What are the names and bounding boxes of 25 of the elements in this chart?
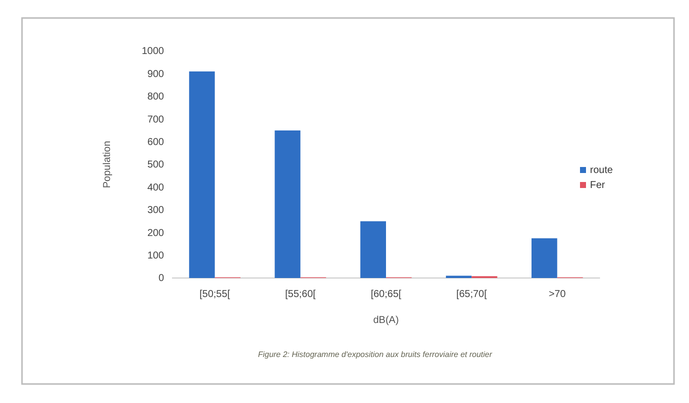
y-tick-label: 400	[147, 182, 164, 194]
legend-label: route	[590, 165, 614, 176]
bar	[189, 71, 215, 278]
bar	[274, 130, 300, 278]
y-tick-label: 300	[147, 205, 164, 216]
y-tick-label: 800	[147, 92, 164, 103]
y-tick-label: 600	[147, 137, 164, 148]
y-tick-label: 900	[147, 68, 164, 80]
y-tick-label: 700	[147, 114, 164, 126]
y-tick-label: 1000	[142, 46, 164, 58]
y-tick-label: 100	[147, 250, 164, 262]
y-axis-title: Population	[102, 140, 113, 188]
bar	[532, 238, 558, 278]
x-tick-label: [60;65[	[370, 289, 402, 300]
y-tick-label: 500	[147, 160, 164, 171]
x-tick-label: [65;70[	[456, 289, 488, 300]
x-tick-label: [50;55[	[200, 289, 230, 300]
caption: Figure 2: Histogramme d'exposition aux bruits ferroviaire et routier	[258, 350, 492, 359]
bar	[360, 221, 386, 278]
x-tick-label: >70	[548, 289, 566, 300]
y-tick-label: 200	[147, 228, 164, 239]
y-tick-label: 0	[158, 273, 164, 284]
legend-label: Fer	[590, 180, 606, 191]
x-axis-title: dB(A)	[373, 315, 399, 326]
x-tick-label: [55;60[	[285, 289, 316, 300]
